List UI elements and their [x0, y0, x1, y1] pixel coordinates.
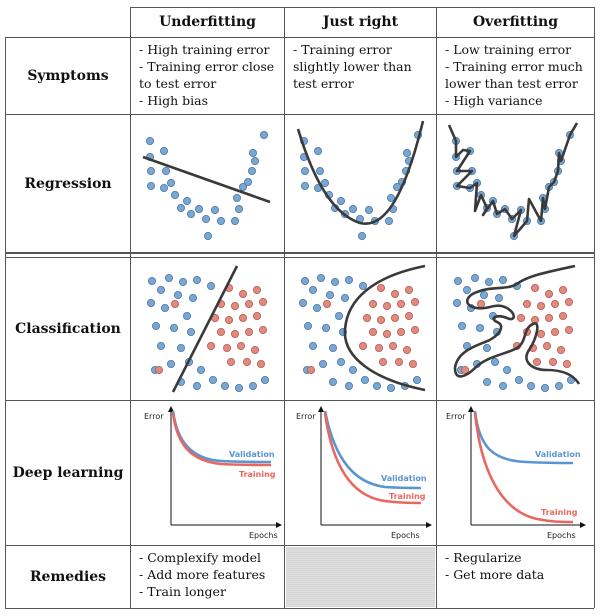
x-axis-label: Epochs	[249, 531, 278, 540]
validation-curve	[473, 410, 574, 465]
class-blue-points	[146, 273, 269, 393]
validation-label: Validation	[229, 450, 275, 459]
overfit-decision-boundary	[453, 264, 581, 385]
classification-just-right-plot	[298, 264, 426, 393]
overfit-model-curve	[447, 122, 579, 238]
x-axis-arrow	[580, 522, 586, 528]
curved-decision-boundary	[343, 264, 426, 392]
learning-curve-overfit: Error Epochs Validation Training	[446, 406, 586, 540]
learning-curve-underfit: Error Epochs Validation Training	[144, 406, 282, 540]
class-red-points	[460, 283, 573, 375]
y-axis-arrow	[468, 406, 474, 412]
regression-points	[145, 130, 268, 241]
x-axis-arrow	[426, 522, 432, 528]
class-blue-points	[452, 273, 575, 393]
y-axis-arrow	[168, 406, 174, 412]
row-header-classification: Classification	[15, 321, 121, 337]
remedies-underfitting: - Complexify model - Add more features -…	[139, 550, 266, 599]
classification-underfit-plot	[146, 265, 269, 393]
symptoms-underfitting: - High training error - Training error c…	[139, 42, 275, 108]
x-axis-label: Epochs	[547, 531, 576, 540]
y-axis-label: Error	[446, 412, 466, 421]
regression-overfit-plot	[447, 122, 579, 241]
row-header-remedies: Remedies	[29, 569, 107, 585]
column-header-overfitting: Overfitting	[472, 14, 558, 30]
training-curve	[171, 412, 272, 467]
x-axis-label: Epochs	[391, 531, 420, 540]
remedies-just-right-empty	[286, 547, 435, 607]
class-red-points	[154, 283, 267, 375]
row-header-deep-learning: Deep learning	[12, 465, 124, 481]
validation-label: Validation	[535, 450, 581, 459]
validation-label: Validation	[381, 474, 427, 483]
training-curve	[473, 412, 574, 524]
remedies-overfitting: - Regularize - Get more data	[445, 550, 545, 582]
training-label: Training	[239, 470, 276, 479]
classification-overfit-plot	[452, 264, 581, 393]
symptoms-overfitting: - Low training error - Training error mu…	[445, 42, 583, 108]
column-header-underfitting: Underfitting	[159, 14, 256, 30]
regression-points	[451, 130, 574, 241]
linear-model-line	[142, 155, 271, 204]
training-label: Training	[541, 508, 578, 517]
x-axis-arrow	[276, 522, 282, 528]
class-red-points	[306, 283, 420, 375]
y-axis-label: Error	[144, 412, 164, 421]
training-curve	[323, 412, 422, 505]
regression-underfit-plot	[142, 130, 271, 241]
validation-curve	[323, 410, 422, 490]
symptoms-just-right: - Training error slightly lower than tes…	[293, 42, 412, 91]
row-header-regression: Regression	[24, 175, 112, 192]
linear-decision-boundary	[171, 265, 239, 393]
column-header-just-right: Just right	[322, 14, 399, 30]
y-axis-label: Error	[296, 412, 316, 421]
row-header-symptoms: Symptoms	[27, 68, 109, 84]
learning-curve-just-right: Error Epochs Validation Training	[296, 406, 432, 540]
y-axis-arrow	[318, 406, 324, 412]
regression-just-right-plot	[296, 120, 425, 241]
training-label: Training	[389, 492, 426, 501]
quadratic-model-curve	[296, 120, 425, 225]
